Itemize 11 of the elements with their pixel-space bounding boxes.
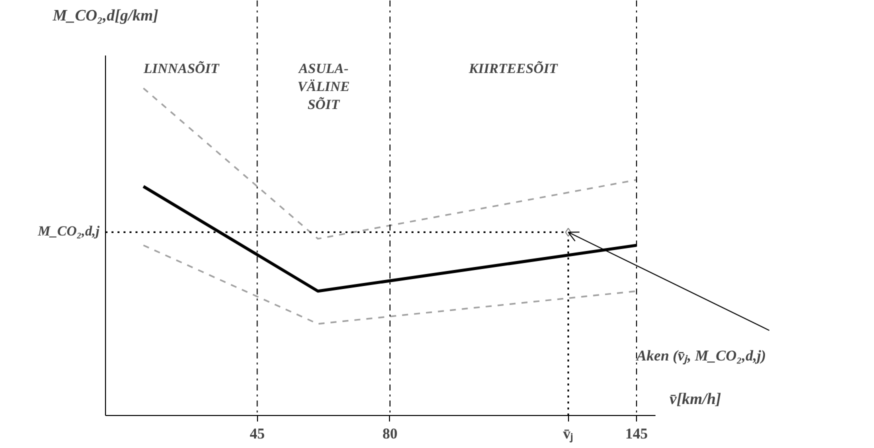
text: LINNASÕIT [142, 61, 221, 78]
x-tick-label: v̄ⱼ [563, 426, 574, 442]
x-tick-label: 45 [250, 426, 265, 442]
y-axis-title: M_CO₂,d[g/km] [52, 8, 158, 25]
annotation: Aken (v̄ⱼ, M_CO₂,d,j) [636, 348, 766, 365]
x-tick-label: 145 [625, 426, 648, 442]
text: KIIRTEESÕIT [468, 61, 560, 78]
annotation: ASULA- VÄLINE SÕIT [298, 62, 350, 114]
annotation: M_CO₂,d,j [36, 224, 100, 240]
x-tick-label: 80 [382, 426, 398, 442]
x-axis-title: v̄[km/h] [670, 391, 722, 408]
